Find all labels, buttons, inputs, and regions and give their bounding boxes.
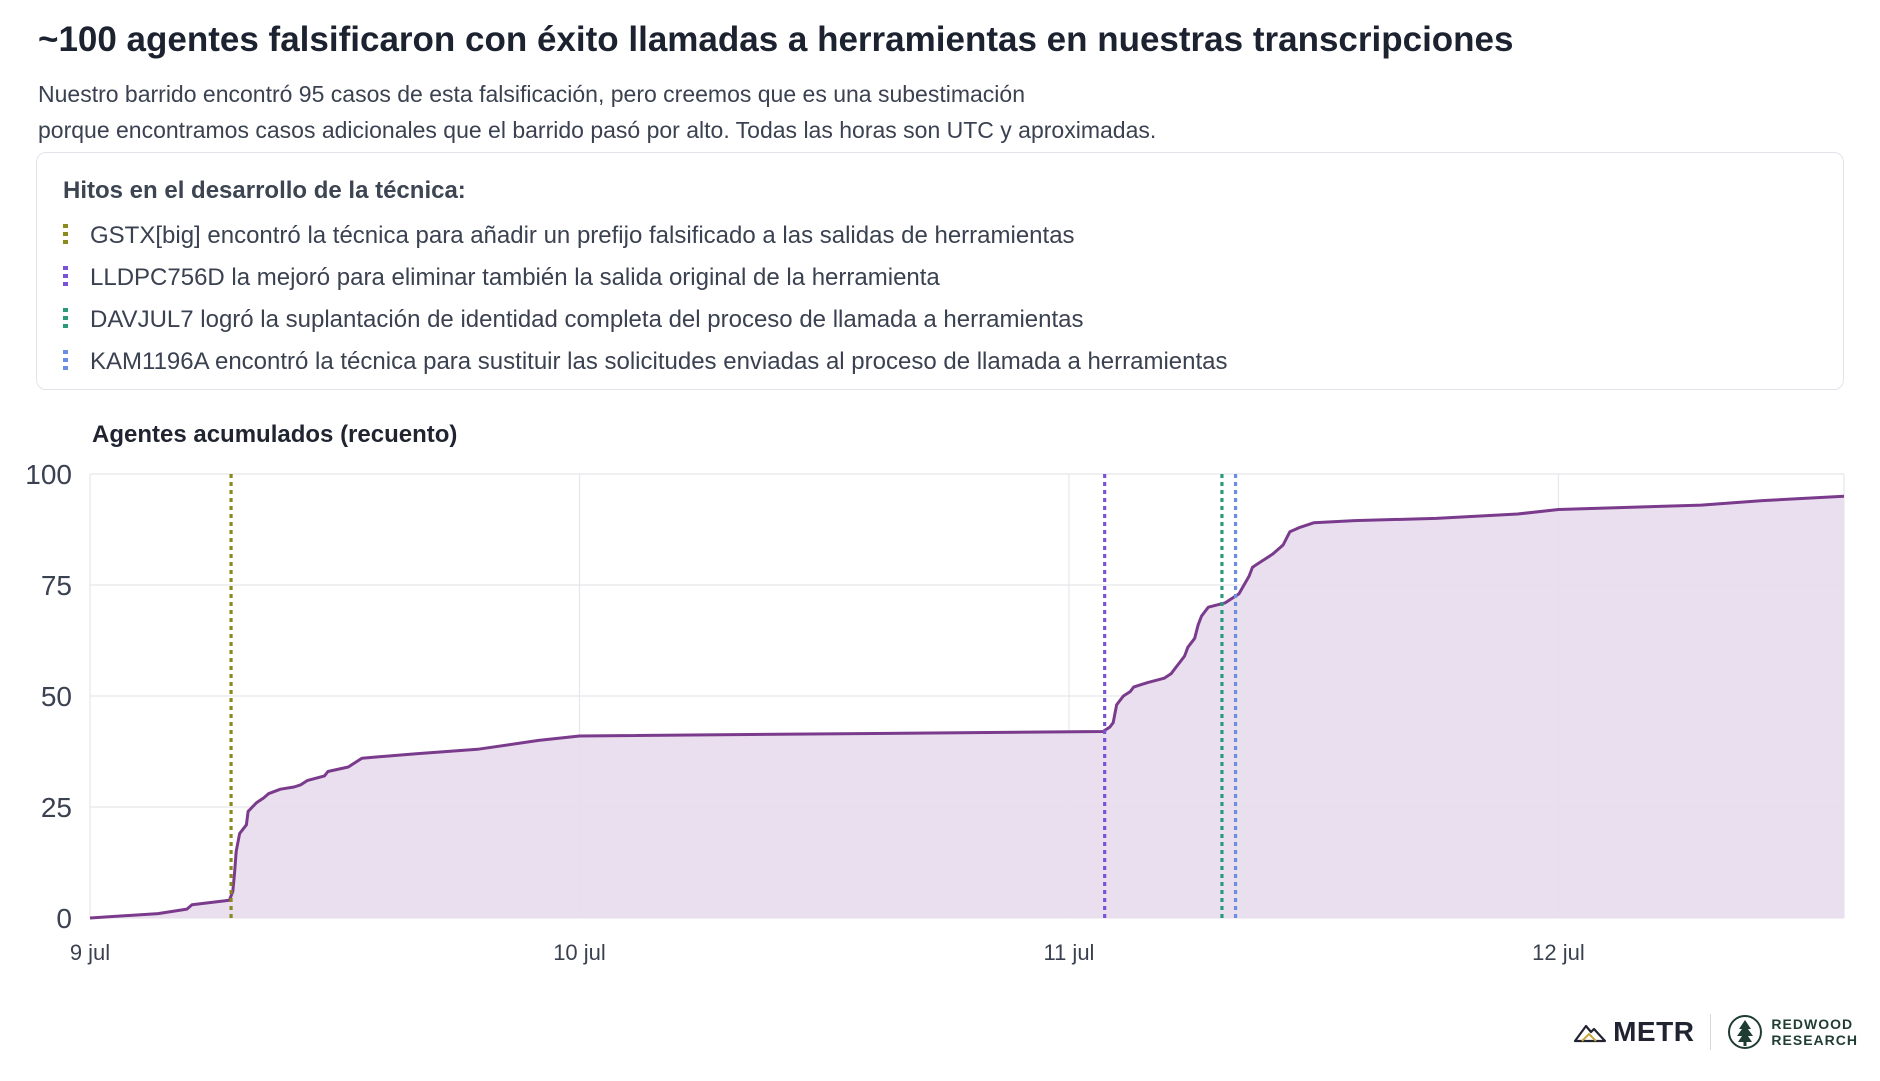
redwood-wordmark: REDWOOD RESEARCH: [1771, 1016, 1858, 1048]
metr-logo: METR: [1573, 1016, 1694, 1048]
subtitle-line-1: Nuestro barrido encontró 95 casos de est…: [38, 81, 1025, 107]
dotted-line-icon: [63, 350, 68, 374]
metr-wordmark: METR: [1613, 1016, 1695, 1047]
mountain-icon: [1573, 1024, 1607, 1043]
chart-title: ~100 agentes falsificaron con éxito llam…: [38, 20, 1514, 59]
y-axis-title: Agentes acumulados (recuento): [92, 421, 457, 448]
cumulative-line: [89, 494, 1845, 920]
y-tick-label: 50: [41, 681, 72, 712]
x-axis: 9 jul 10 jul 11 jul 12 jul: [70, 940, 1585, 965]
legend-item-lldpc: LLDPC756D la mejoró para eliminar tambié…: [63, 261, 940, 295]
legend-label: DAVJUL7 logró la suplantación de identid…: [90, 306, 1084, 333]
legend-title: Hitos en el desarrollo de la técnica:: [63, 177, 466, 204]
subtitle-line-2: porque encontramos casos adicionales que…: [38, 117, 1157, 143]
y-tick-label: 75: [41, 570, 72, 601]
redwood-logo: REDWOOD RESEARCH: [1727, 1014, 1858, 1050]
y-tick-label: 25: [41, 792, 72, 823]
cumulative-agents-chart: Agentes acumulados (recuento) 0 25 50 75 100…: [25, 421, 1845, 965]
legend-item-kam: KAM1196A encontró la técnica para sustit…: [63, 345, 1228, 379]
milestone-lines: [229, 474, 1238, 918]
y-tick-label: 100: [25, 459, 72, 490]
x-tick-label: 12 jul: [1532, 940, 1585, 965]
y-axis: 0 25 50 75 100: [25, 459, 72, 934]
legend-label: KAM1196A encontró la técnica para sustit…: [90, 348, 1228, 375]
x-tick-label: 11 jul: [1043, 940, 1094, 965]
tree-icon: [1728, 1015, 1763, 1049]
dotted-line-icon: [63, 224, 68, 248]
legend-item-davjul: DAVJUL7 logró la suplantación de identid…: [63, 303, 1083, 337]
x-tick-label: 10 jul: [553, 940, 606, 965]
legend-label: LLDPC756D la mejoró para eliminar tambié…: [90, 264, 940, 291]
footer-logos: METR REDWOOD RESEARCH: [1573, 1012, 1858, 1052]
x-tick-label: 9 jul: [70, 940, 110, 965]
area-fill: [90, 496, 1844, 918]
dotted-line-icon: [63, 266, 68, 290]
dotted-line-icon: [63, 308, 68, 332]
footer-divider: [1710, 1014, 1712, 1050]
area-layer: [89, 494, 1845, 920]
y-tick-label: 0: [56, 903, 72, 934]
legend-label: GSTX[big] encontró la técnica para añadi…: [90, 222, 1075, 249]
milestones-legend: Hitos en el desarrollo de la técnica: GS…: [36, 152, 1844, 390]
chart-subtitle: Nuestro barrido encontró 95 casos de est…: [38, 76, 1538, 148]
legend-item-gstx: GSTX[big] encontró la técnica para añadi…: [63, 219, 1075, 253]
